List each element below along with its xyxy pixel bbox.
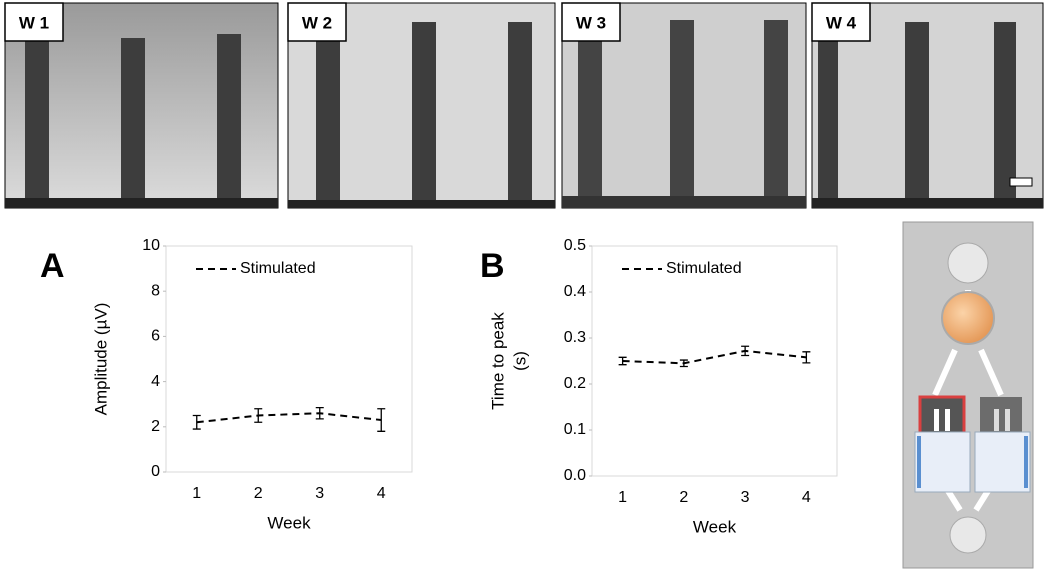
legend-label: Stimulated bbox=[666, 260, 742, 277]
legend-label: Stimulated bbox=[240, 260, 316, 277]
y-axis-label: Amplitude (µV) bbox=[91, 303, 110, 416]
y-axis-label: Time to peak bbox=[488, 312, 507, 410]
x-tick-label: 4 bbox=[377, 485, 386, 502]
micrograph-label: W 3 bbox=[576, 13, 606, 32]
micrograph-row bbox=[4, 2, 1044, 209]
series-line bbox=[622, 349, 807, 365]
y-tick-label: 0.0 bbox=[564, 467, 586, 484]
y-tick-label: 0.5 bbox=[564, 237, 586, 254]
micrograph-label: W 4 bbox=[826, 13, 857, 32]
y-tick-label: 10 bbox=[142, 237, 160, 254]
x-tick-label: 1 bbox=[618, 489, 627, 506]
series-line bbox=[196, 412, 382, 424]
y-tick-label: 6 bbox=[151, 328, 160, 345]
y-tick-label: 2 bbox=[151, 418, 160, 435]
y-tick-label: 0.1 bbox=[564, 421, 586, 438]
y-tick-label: 0.2 bbox=[564, 375, 586, 392]
x-axis-label: Week bbox=[693, 517, 737, 536]
label-box bbox=[4, 2, 64, 42]
panel-label: A bbox=[40, 247, 65, 285]
x-tick-label: 1 bbox=[192, 485, 201, 502]
panel-label: B bbox=[480, 247, 505, 285]
y-tick-label: 0 bbox=[151, 463, 160, 480]
micrograph-label: W 1 bbox=[19, 13, 49, 32]
micrograph-label: W 2 bbox=[302, 13, 332, 32]
label-box bbox=[561, 2, 621, 42]
plot-frame bbox=[165, 245, 413, 473]
label-box bbox=[811, 2, 871, 42]
label-box bbox=[287, 2, 347, 42]
plot-frame bbox=[591, 245, 838, 477]
x-axis-label: Week bbox=[267, 513, 311, 532]
y-tick-label: 8 bbox=[151, 282, 160, 299]
y-tick-label: 0.3 bbox=[564, 329, 586, 346]
y-tick-label: 4 bbox=[151, 373, 160, 390]
device-diagram bbox=[902, 221, 1034, 569]
x-tick-label: 2 bbox=[254, 485, 263, 502]
x-tick-label: 3 bbox=[315, 485, 324, 502]
y-tick-label: 0.4 bbox=[564, 283, 586, 300]
x-tick-label: 2 bbox=[679, 489, 688, 506]
micrograph bbox=[811, 2, 1044, 209]
micrograph bbox=[4, 2, 279, 209]
y-axis-label: (s) bbox=[510, 351, 529, 371]
x-tick-label: 4 bbox=[802, 489, 811, 506]
x-tick-label: 3 bbox=[741, 489, 750, 506]
